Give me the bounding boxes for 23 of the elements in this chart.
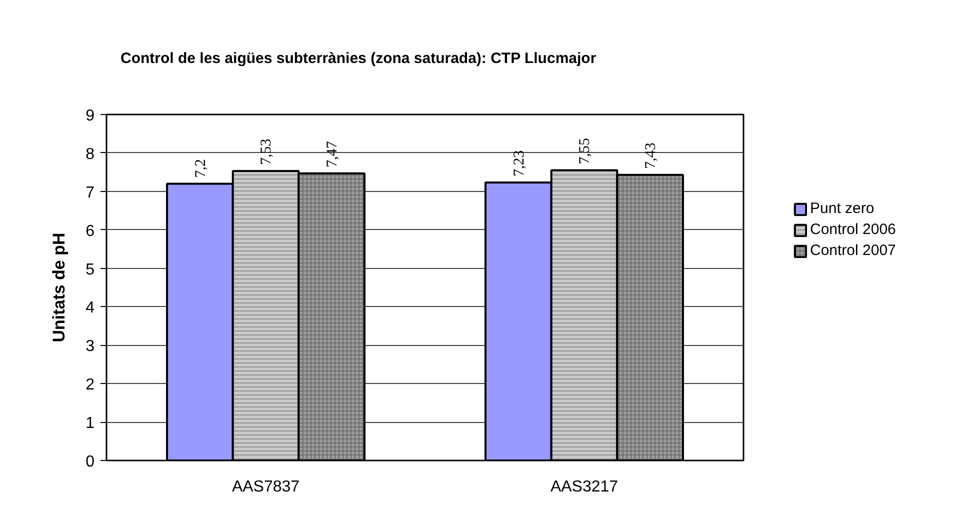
y-axis-title: Unitats de pH (50, 232, 69, 342)
data-label: 7,23 (511, 150, 528, 177)
y-tick-label: 7 (86, 184, 95, 202)
y-tick-label: 0 (86, 454, 95, 470)
y-tick-label: 3 (86, 338, 95, 356)
y-tick-label: 4 (86, 300, 95, 317)
data-label: 7,53 (258, 138, 275, 166)
legend-label: Punt zero (810, 200, 874, 217)
y-tick-label: 2 (86, 376, 95, 394)
chart-title: Control de les aigües subterrànies (zona saturada): CTP Llucmajor (120, 50, 596, 67)
legend-label: Control 2006 (810, 221, 896, 238)
x-tick-label: AAS7837 (232, 478, 300, 496)
data-label: 7,2 (192, 158, 209, 178)
y-tick-label: 9 (86, 108, 95, 124)
data-label: 7,47 (324, 140, 341, 168)
y-tick-label: 8 (86, 146, 95, 163)
y-tick-label: 5 (86, 261, 95, 278)
y-tick-label: 6 (86, 222, 95, 240)
legend-label: Control 2007 (810, 242, 896, 259)
data-label: 7,43 (643, 142, 660, 169)
data-label: 7,55 (577, 138, 594, 164)
y-tick-label: 1 (86, 415, 95, 432)
x-tick-label: AAS3217 (550, 478, 618, 496)
